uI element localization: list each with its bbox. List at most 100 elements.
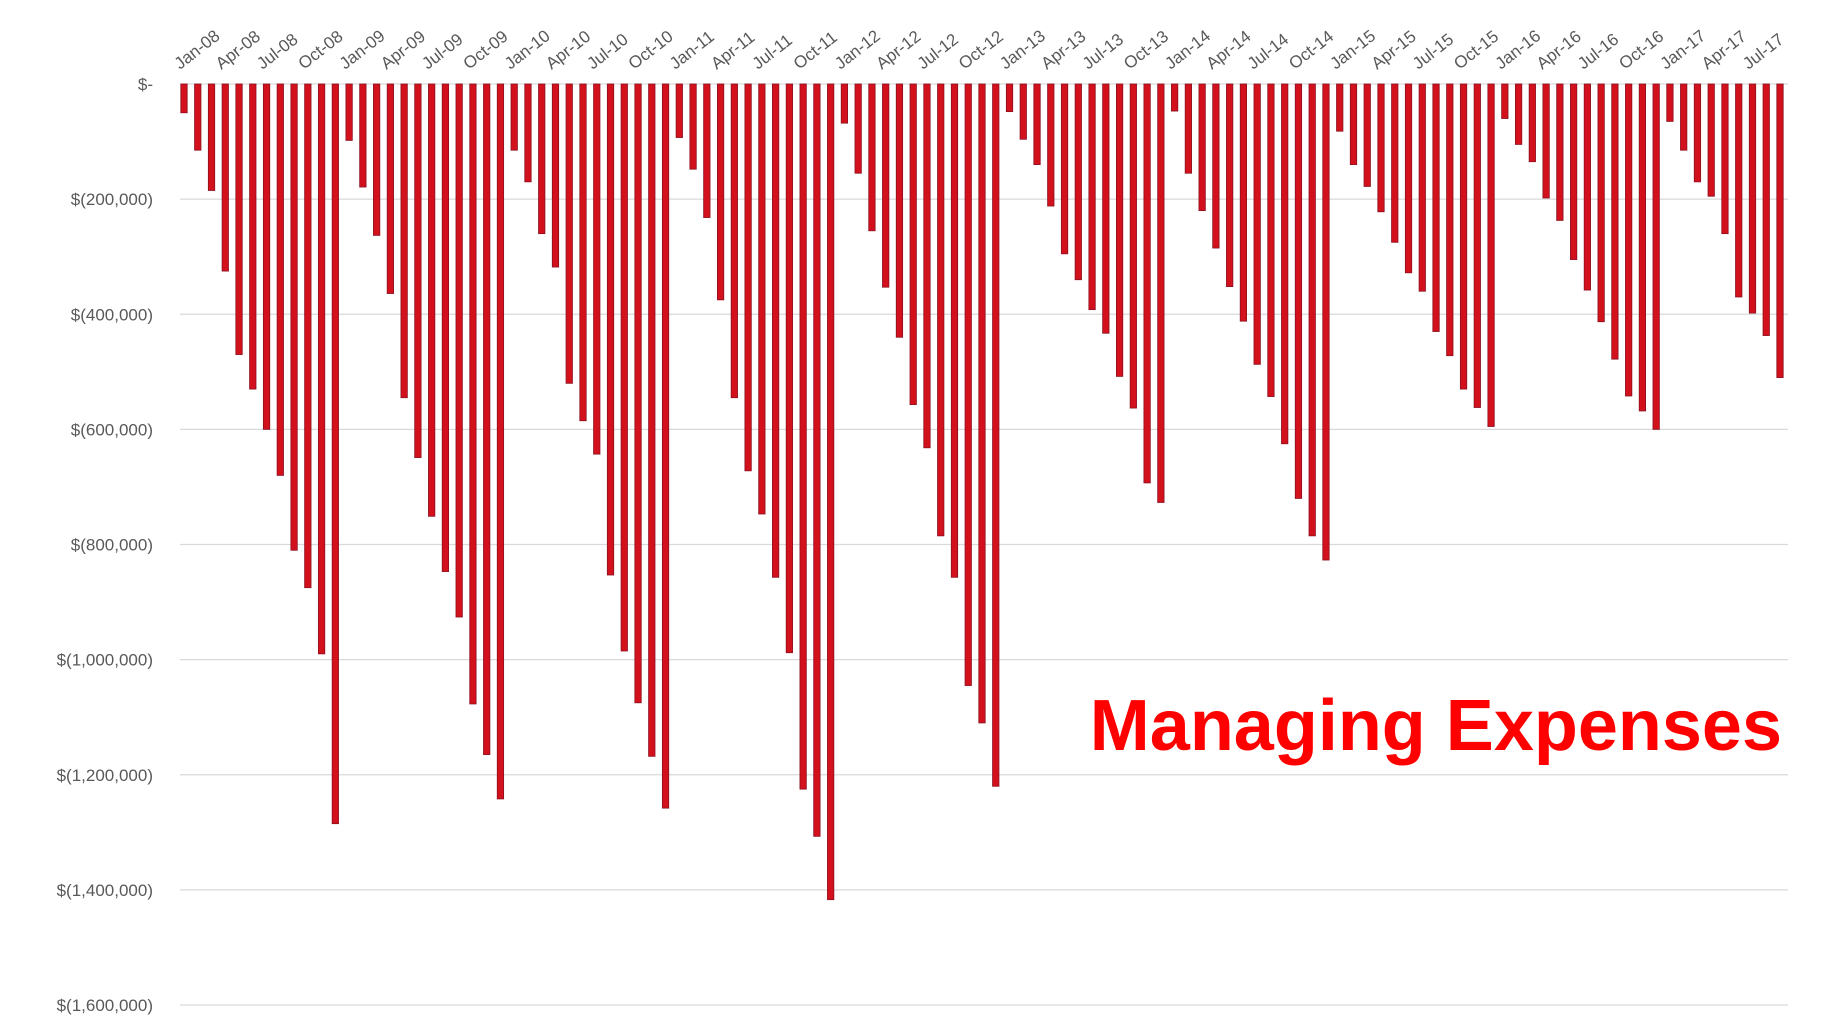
bar (331, 83, 339, 825)
bar (1583, 83, 1591, 291)
y-tick-label: $- (138, 75, 153, 94)
bar (661, 83, 670, 809)
x-tick-label: Jul-08 (253, 30, 301, 73)
bar (469, 83, 477, 705)
bar (1432, 83, 1440, 332)
bar (1528, 83, 1536, 163)
bar (551, 83, 560, 268)
bar (565, 83, 573, 384)
bar (428, 83, 436, 517)
bar (483, 83, 491, 756)
bar (207, 83, 216, 191)
bar (1267, 83, 1275, 397)
bar (249, 83, 257, 390)
bar (1212, 83, 1220, 249)
y-tick-label: $(1,600,000) (57, 996, 153, 1015)
bar (923, 83, 931, 449)
y-tick-label: $(600,000) (71, 420, 153, 439)
bar (579, 83, 587, 422)
x-tick-label: Apr-16 (1533, 27, 1585, 73)
bar (1198, 83, 1206, 212)
bar (1735, 83, 1743, 298)
bar (262, 83, 271, 430)
bar (524, 83, 532, 183)
bar (1102, 83, 1110, 334)
x-tick-label: Oct-12 (955, 27, 1007, 73)
x-tick-label: Jan-10 (501, 26, 554, 73)
bar (455, 83, 463, 618)
bar (1776, 83, 1784, 378)
bar (1514, 83, 1523, 145)
bar (1115, 83, 1124, 377)
bar (799, 83, 807, 790)
bar (909, 83, 917, 406)
bar (1322, 83, 1330, 561)
y-tick-label: $(200,000) (71, 190, 153, 209)
bar (895, 83, 904, 338)
bar (317, 83, 326, 655)
x-tick-label: Jan-13 (996, 26, 1049, 73)
bar (538, 83, 546, 235)
bar (882, 83, 890, 288)
bar (1377, 83, 1385, 213)
bar (1473, 83, 1481, 408)
y-tick-label: $(400,000) (71, 305, 153, 324)
bar (1019, 83, 1027, 140)
bar (1143, 83, 1151, 484)
bar (221, 83, 229, 272)
bar (194, 83, 202, 151)
bar (276, 83, 284, 476)
bar (1294, 83, 1303, 499)
bar (1459, 83, 1468, 390)
x-tick-label: Apr-09 (377, 27, 429, 73)
bar (386, 83, 394, 294)
bar (1748, 83, 1757, 314)
bar (1487, 83, 1495, 427)
bar (1391, 83, 1399, 243)
bar (1060, 83, 1069, 255)
bar (689, 83, 697, 170)
bar (606, 83, 615, 576)
bar (978, 83, 986, 724)
x-tick-label: Oct-14 (1285, 27, 1337, 73)
bar (441, 83, 450, 572)
bar (1005, 83, 1014, 113)
x-tick-label: Jul-14 (1244, 30, 1292, 73)
y-tick-label: $(1,400,000) (57, 881, 153, 900)
bar (868, 83, 876, 232)
bar (1349, 83, 1358, 165)
bar (964, 83, 972, 686)
bar (1666, 83, 1674, 122)
bar (813, 83, 821, 837)
bar (1239, 83, 1248, 322)
bar (772, 83, 780, 578)
bar (180, 83, 188, 114)
bar (1762, 83, 1770, 336)
bar (620, 83, 628, 652)
x-tick-label: Jul-09 (418, 30, 466, 73)
x-tick-label: Jul-11 (749, 30, 796, 73)
x-tick-label: Jan-15 (1326, 26, 1379, 73)
bar (1047, 83, 1055, 207)
x-tick-label: Apr-10 (542, 27, 594, 73)
bar (703, 83, 711, 218)
bar (1033, 83, 1041, 165)
x-tick-label: Jul-10 (584, 30, 632, 73)
bar (1253, 83, 1261, 365)
bar (1707, 83, 1715, 197)
bar (785, 83, 793, 654)
bar (400, 83, 408, 399)
bar (992, 83, 1000, 787)
x-tick-label: Jan-17 (1657, 26, 1710, 73)
x-tick-label: Jul-12 (914, 30, 962, 73)
bar (1418, 83, 1426, 292)
bar (950, 83, 959, 578)
x-tick-label: Jul-15 (1409, 30, 1457, 73)
x-tick-label: Apr-13 (1038, 27, 1090, 73)
x-tick-label: Oct-09 (460, 27, 512, 73)
x-tick-label: Apr-17 (1698, 27, 1750, 73)
bar (1501, 83, 1509, 119)
x-tick-label: Apr-11 (707, 28, 758, 74)
